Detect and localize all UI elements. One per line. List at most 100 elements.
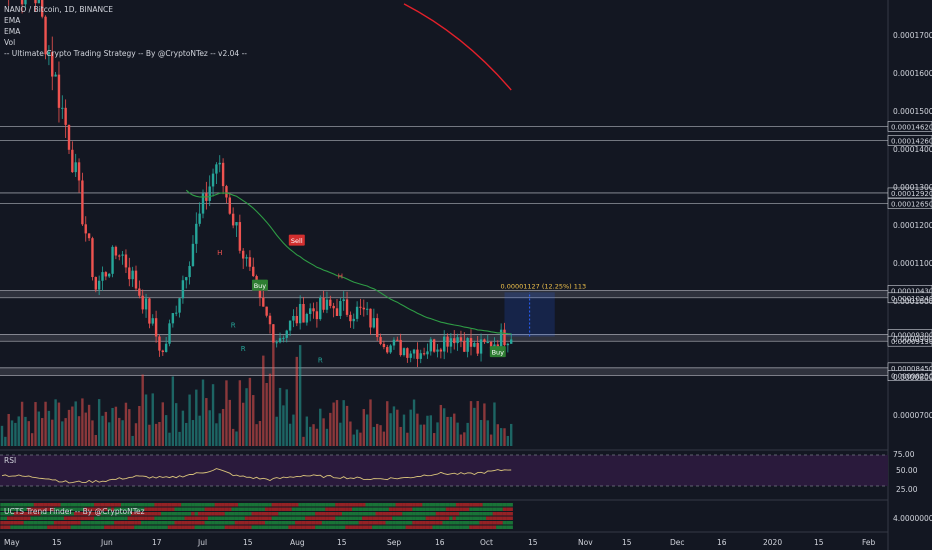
trend-cell xyxy=(151,521,155,525)
trend-cell xyxy=(110,512,115,516)
trend-cell xyxy=(492,507,497,511)
trend-cell xyxy=(385,521,389,525)
trend-cell xyxy=(251,516,255,520)
trend-cell xyxy=(241,503,245,507)
trend-cell xyxy=(469,516,473,520)
volume-bar xyxy=(463,432,466,446)
trend-cell xyxy=(409,525,413,529)
pivot-marker: R xyxy=(231,321,236,329)
candle-body xyxy=(483,339,486,343)
rsi-pane[interactable]: 75.00 50.00 25.00 RSI xyxy=(0,450,918,494)
trend-cell xyxy=(57,512,61,516)
trend-pane[interactable]: UCTS Trend Finder -- By @CryptoNTez 4.00… xyxy=(0,503,932,529)
candle-body xyxy=(329,299,332,306)
trend-cell xyxy=(37,507,41,511)
trend-cell xyxy=(318,525,322,529)
trend-cell xyxy=(194,507,198,511)
trend-cell xyxy=(476,516,480,520)
trend-cell xyxy=(362,512,366,516)
trend-cell xyxy=(288,512,292,516)
trend-cell xyxy=(141,503,145,507)
candle-body xyxy=(41,0,44,17)
volume-bar xyxy=(37,411,41,446)
trend-cell xyxy=(459,503,463,507)
volume-bar xyxy=(185,422,188,446)
trend-cell xyxy=(87,521,91,525)
trend-cell xyxy=(134,516,138,520)
trend-cell xyxy=(0,507,4,511)
trend-cell xyxy=(462,525,466,529)
trend-cell xyxy=(278,507,282,511)
candle-body xyxy=(436,349,439,352)
candle-body xyxy=(168,323,171,344)
trend-cell xyxy=(254,503,259,507)
trend-cell xyxy=(201,512,205,516)
volume-bar xyxy=(319,408,322,446)
trend-cell xyxy=(161,516,165,520)
volume-bar xyxy=(372,426,376,446)
trend-cell xyxy=(23,516,28,520)
trend-cell xyxy=(100,503,105,507)
measure-tool[interactable]: 0.00001127 (12.25%) 113 xyxy=(501,282,587,337)
trend-cell xyxy=(144,516,148,520)
trend-cell xyxy=(114,507,118,511)
time-tick: Dec xyxy=(670,538,685,547)
trend-cell xyxy=(479,525,483,529)
candle-body xyxy=(114,246,118,256)
time-tick: Jul xyxy=(197,538,207,547)
volume-bar xyxy=(265,383,268,446)
trend-cell xyxy=(331,512,336,516)
trend-cell xyxy=(318,507,322,511)
volume-bar xyxy=(479,420,483,446)
trend-cell xyxy=(224,525,229,529)
candle-body xyxy=(164,343,168,353)
trend-cell xyxy=(268,503,272,507)
trend-cell xyxy=(502,507,507,511)
trend-cell xyxy=(228,525,232,529)
trend-cell xyxy=(144,512,148,516)
trend-cell xyxy=(151,512,155,516)
time-axis[interactable]: May 15 Jun 17 Jul 15 Aug 15 Sep 16 Oct 1… xyxy=(4,538,876,547)
candle-body xyxy=(141,295,144,310)
trend-cell xyxy=(60,507,64,511)
trend-cell xyxy=(130,525,135,529)
chart-legend[interactable]: NANO / Bitcoin, 1D, BINANCE EMA EMA Vol … xyxy=(4,5,247,58)
candle-body xyxy=(51,52,54,77)
trend-cell xyxy=(94,521,98,525)
trend-cell xyxy=(445,503,450,507)
trend-cell xyxy=(506,512,510,516)
trend-cell xyxy=(298,521,302,525)
trend-cell xyxy=(87,507,91,511)
trend-cell xyxy=(107,525,111,529)
trend-cell xyxy=(264,507,269,511)
trend-cell xyxy=(151,503,155,507)
trend-cell xyxy=(184,521,188,525)
trend-cell xyxy=(395,503,399,507)
volume-bar xyxy=(325,428,329,446)
trend-cell xyxy=(325,516,329,520)
trend-cell xyxy=(305,516,309,520)
trend-cell xyxy=(47,525,51,529)
trend-cell xyxy=(278,525,282,529)
trend-cell xyxy=(429,503,433,507)
trend-cell xyxy=(325,512,329,516)
trend-cell xyxy=(301,521,306,525)
trend-cell xyxy=(459,512,463,516)
volume-bar xyxy=(439,404,443,446)
volume-bar xyxy=(262,355,265,446)
trend-cell xyxy=(462,516,466,520)
trend-cell xyxy=(67,507,71,511)
trend-cell xyxy=(104,521,108,525)
trend-cell xyxy=(335,516,339,520)
trend-cell xyxy=(130,516,135,520)
volume-bar xyxy=(295,356,298,446)
trend-cell xyxy=(234,521,239,525)
trend-cell xyxy=(27,525,31,529)
trend-cell xyxy=(499,516,503,520)
trend-cell xyxy=(53,525,58,529)
level-label-box xyxy=(887,187,932,199)
volume-bar xyxy=(0,425,4,446)
